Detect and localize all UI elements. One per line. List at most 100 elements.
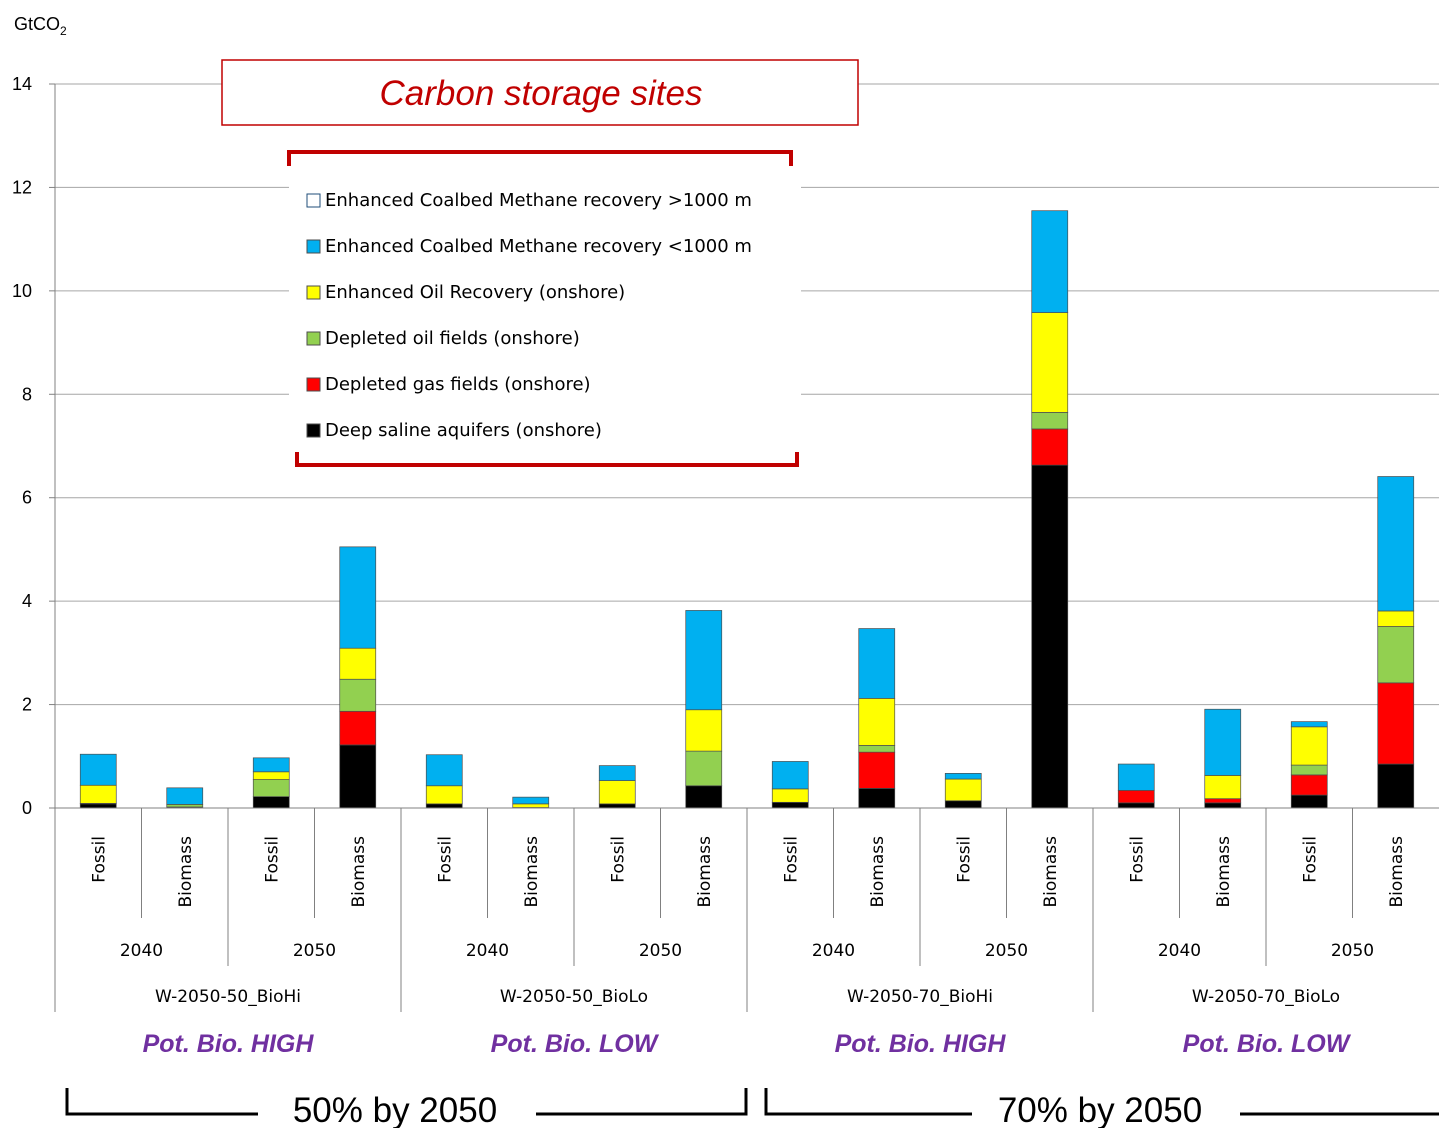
legend-label: Depleted gas fields (onshore): [325, 374, 591, 395]
bar-segment: [1117, 790, 1155, 804]
bar-segment: [1377, 763, 1415, 809]
bar-segment: [771, 761, 809, 790]
legend-swatch: [306, 423, 321, 438]
year-label: 2050: [293, 941, 336, 961]
bar-segment: [512, 796, 550, 805]
bar-segment: [1290, 721, 1328, 728]
legend-label: Enhanced Coalbed Methane recovery <1000 …: [325, 236, 752, 257]
year-label: 2040: [466, 941, 509, 961]
bar-segment: [1290, 794, 1328, 809]
bar-segment: [858, 628, 896, 699]
bar-segment: [685, 709, 723, 752]
potential-label: Pot. Bio. LOW: [1183, 1030, 1352, 1058]
potential-label: Pot. Bio. LOW: [491, 1030, 660, 1058]
category-label: Biomass: [1041, 836, 1061, 908]
bar-segment: [944, 800, 982, 809]
bar-segment: [685, 785, 723, 809]
bars: [79, 210, 1415, 809]
y-tick-label: 8: [22, 384, 32, 404]
bracket-left: [764, 1088, 972, 1116]
bar-segment: [771, 788, 809, 803]
year-label: 2040: [812, 941, 855, 961]
title-box-border: [221, 59, 859, 126]
bar-segment: [425, 803, 463, 809]
legend-label: Depleted oil fields (onshore): [325, 328, 580, 349]
group-label: 70% by 2050: [998, 1091, 1202, 1128]
category-label: Fossil: [954, 836, 974, 883]
bar-segment: [1031, 210, 1069, 313]
y-axis: 0 2 4 6 8 10 12 14 GtCO2: [12, 14, 67, 818]
bar-segment: [425, 785, 463, 805]
bar-segment: [166, 804, 204, 808]
legend-swatch: [306, 331, 321, 346]
bar-segment: [79, 803, 117, 809]
legend-swatch: [306, 377, 321, 392]
bar-segment: [944, 773, 982, 780]
category-label: Fossil: [608, 836, 628, 883]
y-tick-label: 2: [22, 695, 32, 715]
y-tick-label: 12: [12, 177, 32, 197]
bar-segment: [1031, 412, 1069, 430]
bar-segment: [944, 778, 982, 802]
legend-swatch: [306, 193, 321, 208]
legend: Enhanced Coalbed Methane recovery >1000 …: [287, 150, 801, 467]
legend-swatch: [306, 239, 321, 254]
year-label: 2040: [1158, 941, 1201, 961]
bar-segment: [339, 647, 377, 680]
bar-segment: [1204, 708, 1242, 776]
bar-segment: [1377, 682, 1415, 765]
bar-segment: [1117, 802, 1155, 809]
scenario-label: W-2050-50_BioLo: [500, 987, 648, 1007]
bar-segment: [512, 803, 550, 808]
bar-segment: [598, 803, 636, 809]
bar-segment: [252, 796, 290, 809]
category-label: Biomass: [176, 836, 196, 908]
scenario-label: W-2050-50_BioHi: [155, 987, 301, 1007]
category-label: Fossil: [1127, 836, 1147, 883]
bar-segment: [252, 779, 290, 797]
scenario-label: W-2050-70_BioHi: [847, 987, 993, 1007]
year-label: 2050: [1331, 941, 1374, 961]
bar-segment: [339, 744, 377, 809]
bar-segment: [1117, 763, 1155, 791]
bar-segment: [79, 753, 117, 786]
category-label: Biomass: [868, 836, 888, 908]
bar-segment: [1377, 626, 1415, 684]
bar-segment: [685, 610, 723, 711]
bar-segment: [1031, 464, 1069, 809]
bracket-right: [536, 1088, 748, 1116]
bar-segment: [252, 757, 290, 773]
legend-bracket-bottom: [295, 452, 799, 467]
potential-label: Pot. Bio. HIGH: [835, 1030, 1007, 1058]
group-annotations: Pot. Bio. HIGH Pot. Bio. LOW Pot. Bio. HIG…: [65, 1030, 1439, 1128]
bar-segment: [771, 801, 809, 809]
bracket-left: [65, 1088, 258, 1116]
bar-segment: [1204, 798, 1242, 804]
legend-label: Enhanced Coalbed Methane recovery >1000 …: [325, 190, 752, 211]
bar-segment: [1204, 802, 1242, 809]
bar-segment: [598, 765, 636, 781]
category-label: Fossil: [435, 836, 455, 883]
y-tick-label: 0: [22, 798, 32, 818]
legend-label: Deep saline aquifers (onshore): [325, 420, 602, 441]
category-label: Biomass: [349, 836, 369, 908]
year-label: 2050: [985, 941, 1028, 961]
x-axis: Fossil Biomass Fossil Biomass Fossil Biomass F…: [54, 807, 1439, 1012]
bar-segment: [858, 745, 896, 753]
category-label: Fossil: [89, 836, 109, 883]
y-tick-label: 6: [22, 488, 32, 508]
legend-swatch: [306, 285, 321, 300]
bar-segment: [858, 698, 896, 746]
category-label: Fossil: [1300, 836, 1320, 883]
bar-segment: [1377, 476, 1415, 612]
title-box-text: Carbon storage sites: [380, 74, 703, 113]
y-unit-label: GtCO2: [14, 14, 67, 38]
legend-label: Enhanced Oil Recovery (onshore): [325, 282, 625, 303]
category-label: Biomass: [522, 836, 542, 908]
bar-segment: [79, 784, 117, 804]
title-box: Carbon storage sites: [221, 59, 859, 126]
legend-bracket-top: [287, 150, 793, 166]
bar-segment: [166, 787, 204, 805]
bar-segment: [1290, 774, 1328, 796]
